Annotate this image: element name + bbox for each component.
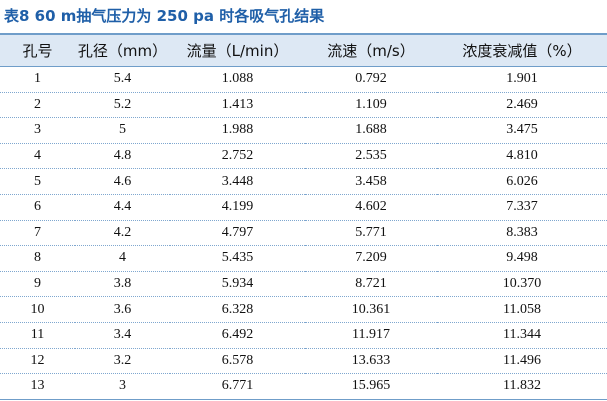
table-cell: 6.492 [170, 322, 305, 349]
table-cell: 3.475 [437, 117, 607, 144]
table-cell: 1.088 [170, 66, 305, 93]
table-cell: 5.435 [170, 245, 305, 272]
table-cell: 3.2 [75, 348, 170, 375]
table-cell: 2.752 [170, 143, 305, 170]
table-row: 11 3.4 6.492 11.917 11.344 [0, 322, 607, 349]
table-cell: 11.917 [305, 322, 437, 349]
table-cell: 6.026 [437, 168, 607, 195]
table-row: 7 4.2 4.797 5.771 8.383 [0, 220, 607, 247]
table-cell: 11.832 [437, 373, 607, 400]
table-cell: 6.328 [170, 296, 305, 323]
data-table: 孔号 孔径（mm） 流量（L/min） 流速（m/s） 浓度衰减值（%） 1 5.4 1.0… [0, 33, 607, 400]
table-row: 3 5 1.988 1.688 3.475 [0, 117, 607, 144]
table-cell: 3 [75, 373, 170, 400]
table-cell: 5.934 [170, 271, 305, 298]
table-cell: 2.469 [437, 92, 607, 119]
table-row: 9 3.8 5.934 8.721 10.370 [0, 271, 607, 298]
table-cell: 4.797 [170, 220, 305, 247]
table-cell: 12 [0, 348, 75, 375]
table-row: 8 4 5.435 7.209 9.498 [0, 245, 607, 272]
table-row: 4 4.8 2.752 2.535 4.810 [0, 143, 607, 170]
table-cell: 1.688 [305, 117, 437, 144]
table-cell: 3 [0, 117, 75, 144]
table-cell: 6 [0, 194, 75, 221]
table-cell: 6.771 [170, 373, 305, 400]
table-cell: 10 [0, 296, 75, 323]
table-row: 13 3 6.771 15.965 11.832 [0, 373, 607, 400]
table-row: 6 4.4 4.199 4.602 7.337 [0, 194, 607, 221]
table-cell: 2.535 [305, 143, 437, 170]
table-cell: 10.370 [437, 271, 607, 298]
table-cell: 5 [75, 117, 170, 144]
table-cell: 11.344 [437, 322, 607, 349]
table-cell: 15.965 [305, 373, 437, 400]
table-cell: 4.2 [75, 220, 170, 247]
table-cell: 4.8 [75, 143, 170, 170]
table-cell: 3.458 [305, 168, 437, 195]
table-cell: 1.109 [305, 92, 437, 119]
table-cell: 4.199 [170, 194, 305, 221]
table-cell: 8.721 [305, 271, 437, 298]
table-cell: 13.633 [305, 348, 437, 375]
table-cell: 4.810 [437, 143, 607, 170]
table-cell: 5.4 [75, 66, 170, 93]
table-cell: 9.498 [437, 245, 607, 272]
table-title: 表8 60 m抽气压力为 250 pa 时各吸气孔结果 [4, 7, 325, 25]
table-cell: 11 [0, 322, 75, 349]
table-cell: 3.448 [170, 168, 305, 195]
table-cell: 9 [0, 271, 75, 298]
table-cell: 1.901 [437, 66, 607, 93]
table-cell: 1.413 [170, 92, 305, 119]
table-cell: 0.792 [305, 66, 437, 93]
table-cell: 7.337 [437, 194, 607, 221]
column-header: 浓度衰减值（%） [437, 33, 607, 67]
table-cell: 6.578 [170, 348, 305, 375]
table-cell: 4 [75, 245, 170, 272]
header-row: 孔号 孔径（mm） 流量（L/min） 流速（m/s） 浓度衰减值（%） [0, 33, 607, 67]
table-row: 12 3.2 6.578 13.633 11.496 [0, 348, 607, 375]
table-cell: 5.771 [305, 220, 437, 247]
table-cell: 3.8 [75, 271, 170, 298]
column-header: 孔号 [0, 33, 75, 67]
table-cell: 2 [0, 92, 75, 119]
table-row: 1 5.4 1.088 0.792 1.901 [0, 66, 607, 93]
table-cell: 11.496 [437, 348, 607, 375]
table-cell: 8.383 [437, 220, 607, 247]
table-cell: 11.058 [437, 296, 607, 323]
table-row: 5 4.6 3.448 3.458 6.026 [0, 168, 607, 195]
table-cell: 4 [0, 143, 75, 170]
table-row: 2 5.2 1.413 1.109 2.469 [0, 92, 607, 119]
table-cell: 1.988 [170, 117, 305, 144]
column-header: 流速（m/s） [305, 33, 437, 67]
table-cell: 7.209 [305, 245, 437, 272]
column-header: 流量（L/min） [170, 33, 305, 67]
table-body: 1 5.4 1.088 0.792 1.901 2 5.2 1.413 1.109 2.469 3 5… [0, 66, 607, 400]
table-cell: 5.2 [75, 92, 170, 119]
table-cell: 5 [0, 168, 75, 195]
table-cell: 8 [0, 245, 75, 272]
table-cell: 4.4 [75, 194, 170, 221]
table-cell: 10.361 [305, 296, 437, 323]
column-header: 孔径（mm） [75, 33, 170, 67]
table-cell: 4.6 [75, 168, 170, 195]
table-cell: 3.6 [75, 296, 170, 323]
table-cell: 4.602 [305, 194, 437, 221]
table-cell: 3.4 [75, 322, 170, 349]
table-cell: 1 [0, 66, 75, 93]
table-row: 10 3.6 6.328 10.361 11.058 [0, 296, 607, 323]
table-cell: 13 [0, 373, 75, 400]
table-cell: 7 [0, 220, 75, 247]
